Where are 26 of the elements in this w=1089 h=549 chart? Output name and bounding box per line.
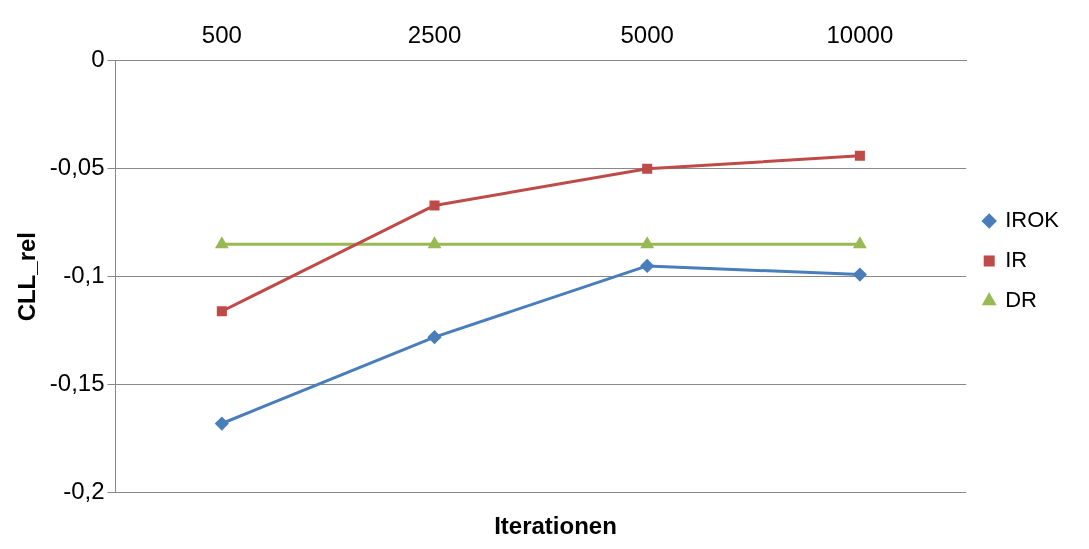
point	[854, 237, 866, 249]
y-tick-label: -0,1	[63, 261, 105, 289]
x-tick-label: 5000	[620, 21, 674, 49]
x-tick-label: 10000	[826, 21, 894, 49]
y-tick-label: -0,15	[49, 369, 105, 397]
x-tick-label: 500	[201, 21, 242, 49]
point	[642, 163, 653, 174]
legend-label: IR	[1005, 247, 1028, 273]
y-axis-title: CLL_rel	[13, 232, 41, 322]
point	[429, 200, 440, 211]
point	[853, 268, 867, 282]
x-axis-title: Iterationen	[493, 512, 618, 540]
y-tick-label: -0,05	[49, 153, 105, 181]
legend-label: DR	[1005, 287, 1037, 313]
point	[641, 237, 654, 249]
point	[215, 417, 229, 431]
point	[428, 237, 441, 249]
point	[640, 259, 654, 273]
legend-label: IROK	[1005, 207, 1060, 233]
y-tick-label: 0	[91, 45, 105, 73]
point	[428, 330, 442, 344]
point	[854, 150, 865, 161]
y-tick-label: -0,2	[63, 477, 105, 505]
point	[216, 237, 228, 249]
point	[216, 306, 227, 317]
x-tick-label: 2500	[407, 21, 462, 49]
